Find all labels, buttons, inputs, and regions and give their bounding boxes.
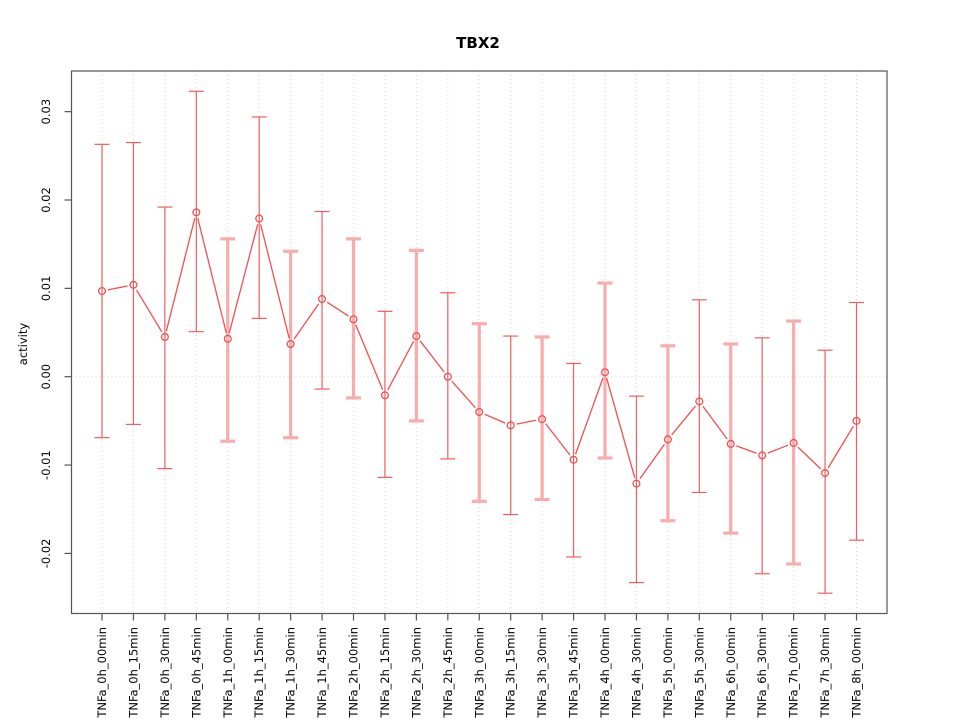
x-tick-label: TNFa_6h_30min	[755, 627, 769, 719]
series-segment	[387, 341, 415, 391]
data-point	[475, 408, 484, 417]
x-tick-label: TNFa_1h_15min	[252, 627, 266, 719]
data-point	[318, 294, 327, 304]
x-tick-label: TNFa_3h_15min	[504, 627, 518, 719]
chart-title: TBX2	[456, 34, 500, 52]
series-segment	[165, 218, 196, 332]
data-point	[569, 455, 578, 464]
x-tick-label: TNFa_0h_30min	[158, 627, 172, 719]
x-tick-label: TNFa_1h_45min	[315, 627, 329, 719]
series-segment	[545, 423, 571, 456]
data-point	[412, 332, 421, 341]
data-point	[852, 416, 861, 425]
x-tick-label: TNFa_4h_00min	[598, 627, 612, 719]
x-tick-label: TNFa_8h_00min	[850, 627, 864, 719]
plot-area: -0.02 -0.01 0.00 0.01 0.02 0.03 TNFa_0h_00min T…	[39, 70, 888, 719]
data-point	[600, 368, 610, 377]
data-point	[695, 397, 704, 406]
y-tick-label: 0.02	[39, 187, 53, 213]
series-segment	[639, 443, 665, 480]
data-point	[97, 286, 107, 296]
series-segment	[797, 446, 822, 470]
series-segment	[484, 413, 506, 424]
series-segment	[606, 377, 636, 479]
x-tick-label: TNFa_2h_30min	[409, 627, 423, 719]
series-segment	[671, 405, 696, 436]
series-segment	[827, 425, 854, 469]
data-point	[255, 214, 264, 223]
data-point	[286, 339, 295, 349]
series-segment	[767, 444, 789, 454]
series-segment	[228, 224, 259, 334]
series-segment	[516, 419, 537, 425]
data-point	[821, 468, 830, 478]
x-tick-label: TNFa_1h_30min	[284, 627, 298, 719]
data-point	[443, 372, 452, 381]
series-segment	[355, 324, 384, 390]
x-tick-label: TNFa_4h_30min	[629, 627, 643, 719]
data-point	[380, 391, 389, 400]
x-tick-label: TNFa_1h_00min	[221, 627, 235, 719]
y-tick-label: -0.01	[39, 450, 53, 480]
x-tick-label: TNFa_0h_45min	[189, 627, 203, 719]
data-point	[789, 438, 798, 448]
y-tick-label: 0.00	[39, 364, 53, 390]
series-segment	[107, 285, 128, 291]
data-point	[223, 334, 232, 343]
data-point	[129, 280, 138, 289]
x-tick-label: TNFa_3h_00min	[472, 627, 486, 719]
series-segment	[326, 301, 349, 317]
y-axis-label: activity	[16, 323, 30, 366]
data-point	[726, 439, 735, 448]
series-segment	[197, 218, 227, 334]
x-tick-label: TNFa_7h_00min	[787, 627, 801, 719]
data-point	[349, 315, 358, 324]
x-tick-label: TNFa_3h_45min	[567, 627, 581, 719]
series-segment	[574, 377, 604, 455]
x-tick-label: TNFa_5h_30min	[692, 627, 706, 719]
series-segment	[702, 405, 728, 440]
data-point	[192, 208, 201, 217]
x-tick-label: TNFa_5h_00min	[661, 627, 675, 719]
series-segment	[451, 380, 476, 408]
series-segment	[260, 224, 290, 339]
y-tick-label: -0.02	[39, 539, 53, 569]
x-tick-label: TNFa_2h_15min	[378, 627, 392, 719]
x-tick-label: TNFa_0h_15min	[126, 627, 140, 719]
data-point	[160, 332, 169, 341]
x-tick-label: TNFa_3h_30min	[535, 627, 549, 719]
y-tick-label: 0.03	[39, 99, 53, 125]
data-point	[506, 421, 515, 430]
data-point	[538, 415, 547, 424]
series-segment	[293, 303, 320, 340]
x-tick-label: TNFa_2h_45min	[441, 627, 455, 719]
x-tick-label: TNFa_2h_00min	[347, 627, 361, 719]
x-tick-label: TNFa_6h_00min	[724, 627, 738, 719]
series-segment	[419, 340, 445, 373]
series-segment	[736, 445, 757, 454]
x-tick-label: TNFa_0h_00min	[95, 627, 109, 719]
y-tick-label: 0.01	[39, 276, 53, 302]
data-point	[632, 479, 641, 488]
data-point	[663, 435, 672, 444]
series-segment	[135, 289, 163, 333]
data-point	[758, 451, 767, 460]
x-tick-label: TNFa_7h_30min	[818, 627, 832, 719]
